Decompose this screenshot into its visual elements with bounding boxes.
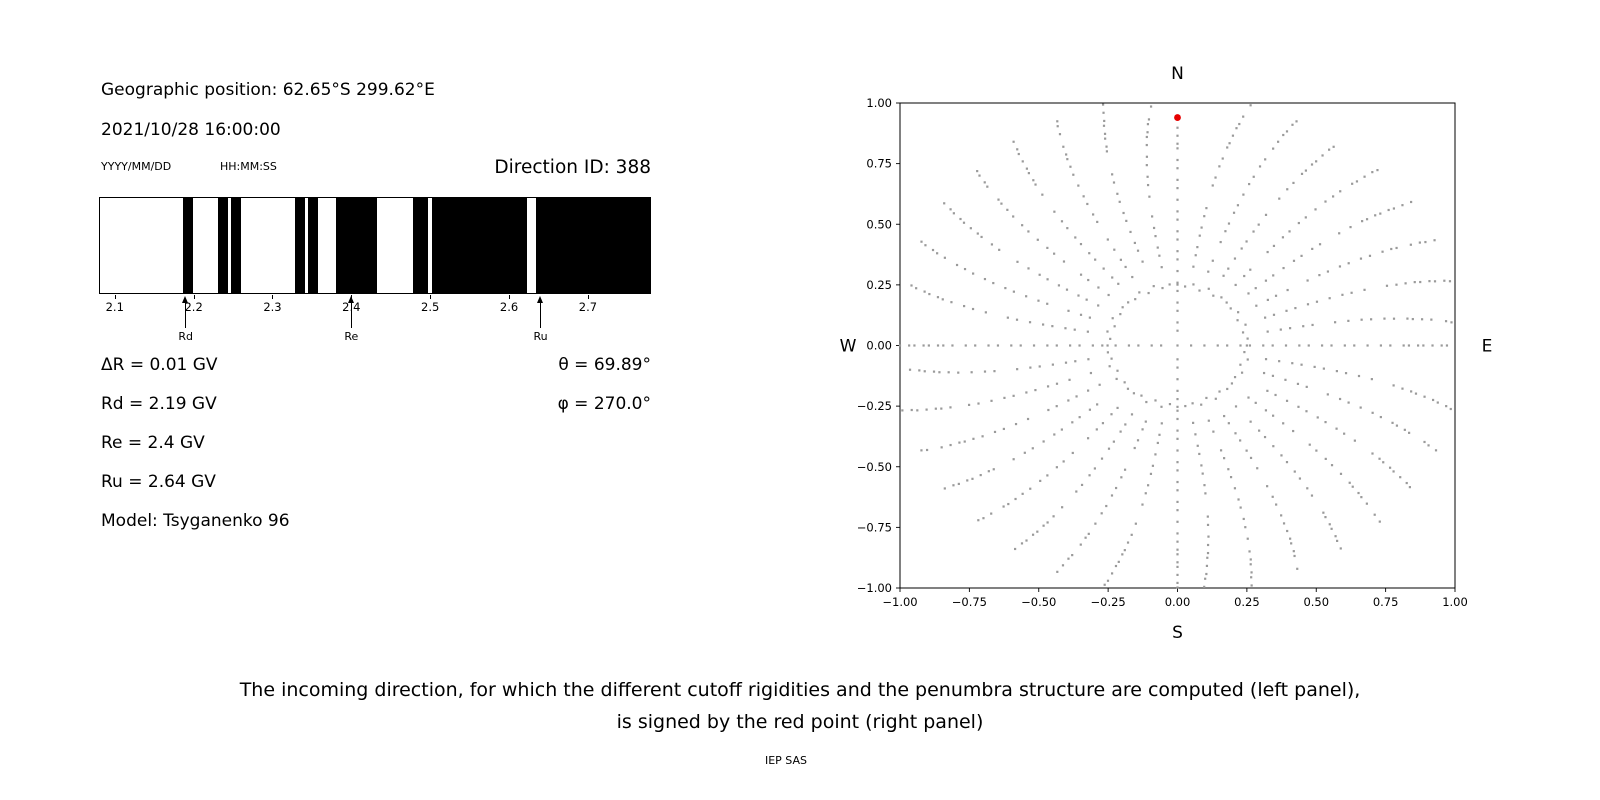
figure-caption: The incoming direction, for which the di… <box>0 674 1600 738</box>
x-tick-label: −0.25 <box>1091 595 1126 609</box>
y-tick-label: −0.50 <box>857 460 892 474</box>
penumbra-band <box>335 198 378 293</box>
x-tick-label: −0.75 <box>952 595 987 609</box>
incoming-direction-red-point <box>1174 114 1181 121</box>
caption-line-2: is signed by the red point (right panel) <box>616 711 984 733</box>
info-line: θ = 69.89° <box>558 355 651 375</box>
x-tick-label: −0.50 <box>1021 595 1056 609</box>
direction-map-plot: −1.00 −0.75 −0.50 −0.25 0.00 0.25 0.50 0.75 1.00… <box>840 64 1493 643</box>
angle-info-list: θ = 69.89° φ = 270.0° <box>350 346 651 424</box>
penumbra-band <box>412 198 428 293</box>
info-line: Ru = 2.64 GV <box>101 472 216 492</box>
x-tick <box>587 295 589 299</box>
x-tick-label: 0.00 <box>1165 595 1191 609</box>
y-tick-label: 0.00 <box>866 339 892 353</box>
rigidity-arrows: Rd Re Ru <box>99 296 651 356</box>
x-tick-label: 2.3 <box>263 300 282 314</box>
direction-id-label: Direction ID: 388 <box>494 157 651 178</box>
x-tick-label: 2.1 <box>105 300 124 314</box>
x-tick <box>509 295 511 299</box>
x-tick-label: 0.25 <box>1234 595 1260 609</box>
time-format-label: HH:MM:SS <box>220 160 277 173</box>
x-tick-label: 1.00 <box>1442 595 1468 609</box>
direction-label-west: W <box>840 337 857 357</box>
penumbra-band <box>536 198 650 293</box>
x-tick-label: 2.7 <box>578 300 598 314</box>
rigidity-info-list: ΔR = 0.01 GV Rd = 2.19 GV Re = 2.4 GV Ru = … <box>101 346 441 541</box>
x-tick-label: 0.50 <box>1303 595 1329 609</box>
up-arrow-icon <box>537 296 544 303</box>
arrow-label: Rd <box>178 330 194 343</box>
info-line: φ = 270.0° <box>557 394 651 414</box>
up-arrow-icon <box>347 296 354 303</box>
arrow-shaft <box>540 302 542 328</box>
arrow-shaft <box>185 302 187 328</box>
barcode-x-axis: 2.12.22.32.42.52.62.7 <box>99 295 651 325</box>
arrow-shaft <box>350 302 352 328</box>
penumbra-band <box>431 198 528 293</box>
penumbra-band <box>294 198 306 293</box>
x-tick-label: 0.75 <box>1373 595 1399 609</box>
info-line: ΔR = 0.01 GV <box>101 355 218 375</box>
direction-label-north: N <box>1171 64 1184 84</box>
geo-position-label: Geographic position: 62.65°S 299.62°E <box>101 80 435 100</box>
x-tick <box>272 295 274 299</box>
y-tick-label: 0.50 <box>866 217 892 231</box>
y-tick-label: −0.75 <box>857 520 892 534</box>
direction-label-east: E <box>1482 337 1493 357</box>
arrow-label: Ru <box>533 330 548 343</box>
arrow-label: Re <box>344 330 359 343</box>
asymptotic-direction-dots <box>898 103 1453 589</box>
x-tick <box>114 295 116 299</box>
x-tick <box>430 295 432 299</box>
up-arrow-icon <box>182 296 189 303</box>
x-tick-label: 2.6 <box>499 300 519 314</box>
direction-label-south: S <box>1172 623 1183 643</box>
credit-label: IEP SAS <box>764 754 808 767</box>
y-tick-label: −0.25 <box>857 399 892 413</box>
info-line: Rd = 2.19 GV <box>101 394 217 414</box>
x-tick-label: −1.00 <box>882 595 917 609</box>
penumbra-barcode-plot <box>99 197 651 294</box>
x-tick <box>193 295 195 299</box>
y-tick-label: 0.75 <box>866 157 892 171</box>
info-line: Re = 2.4 GV <box>101 433 205 453</box>
caption-line-1: The incoming direction, for which the di… <box>239 679 1361 701</box>
penumbra-band <box>308 198 318 293</box>
penumbra-band <box>217 198 229 293</box>
y-tick-label: −1.00 <box>857 581 892 595</box>
date-format-label: YYYY/MM/DD <box>101 160 172 173</box>
x-tick-label: 2.2 <box>184 300 203 314</box>
info-line: Model: Tsyganenko 96 <box>101 511 290 531</box>
y-tick-label: 1.00 <box>866 96 892 110</box>
x-tick-label: 2.5 <box>421 300 440 314</box>
y-tick-label: 0.25 <box>866 278 892 292</box>
datetime-label: 2021/10/28 16:00:00 <box>101 120 281 140</box>
penumbra-band <box>231 198 241 293</box>
penumbra-band <box>183 198 194 293</box>
